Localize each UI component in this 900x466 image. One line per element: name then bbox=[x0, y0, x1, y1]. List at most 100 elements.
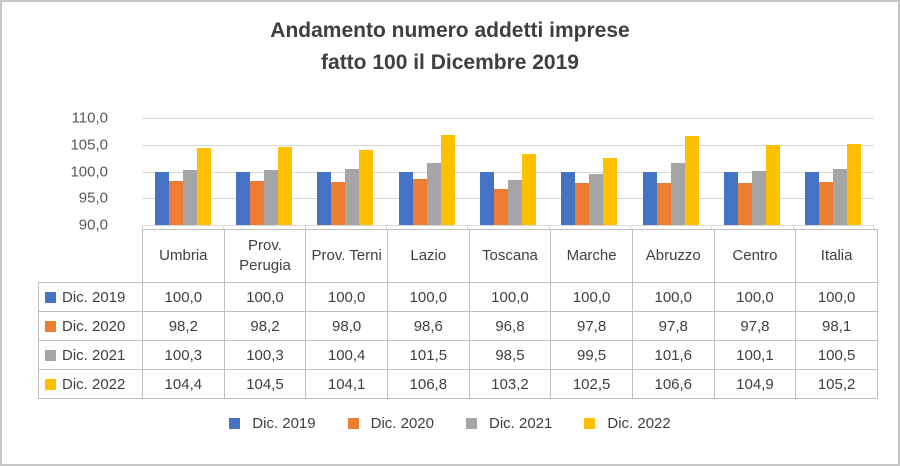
value-cell-dic-2020-lazio: 98,6 bbox=[386, 311, 470, 341]
bar-dic-2019-centro bbox=[723, 171, 738, 225]
row-label-text: Dic. 2021 bbox=[62, 346, 126, 364]
value-cell-dic-2022-italia: 105,2 bbox=[795, 369, 878, 399]
table-corner-cell bbox=[39, 230, 143, 283]
column-header-italia: Italia bbox=[795, 229, 878, 283]
y-tick-label: 95,0 bbox=[78, 189, 108, 207]
bar-group-lazio bbox=[385, 118, 467, 229]
chart-legend: Dic. 2019 Dic. 2020 Dic. 2021 Dic. 2022 bbox=[2, 415, 898, 432]
value-cell-dic-2022-prov-terni: 104,1 bbox=[305, 369, 388, 399]
bar-dic-2020-marche bbox=[575, 183, 590, 225]
y-tick-label: 100,0 bbox=[70, 163, 108, 180]
bar-group-italia bbox=[792, 118, 875, 229]
y-tick-label: 110,0 bbox=[71, 109, 108, 127]
row-label-cell-dic-2019: Dic. 2019 bbox=[38, 282, 143, 312]
column-header-toscana: Toscana bbox=[468, 229, 552, 283]
chart-title-line1: Andamento numero addetti imprese bbox=[270, 19, 630, 42]
value-cell-dic-2021-marche: 99,5 bbox=[550, 340, 633, 370]
bar-group-centro bbox=[711, 118, 792, 229]
row-label-cell-dic-2020: Dic. 2020 bbox=[38, 311, 143, 341]
value-cell-dic-2020-italia: 98,1 bbox=[795, 311, 878, 341]
value-cell-dic-2020-prov-perugia: 98,2 bbox=[223, 311, 307, 341]
bar-dic-2021-centro bbox=[751, 170, 766, 225]
bar-dic-2020-toscana bbox=[493, 188, 508, 225]
bar-dic-2022-prov-terni bbox=[359, 149, 374, 225]
table-row-dic-2022: Dic. 2022 104,4 104,5 104,1 106,8 103,2 102,5 1… bbox=[38, 369, 878, 399]
row-label-cell-dic-2021: Dic. 2021 bbox=[38, 340, 143, 370]
series-swatch-icon bbox=[45, 349, 56, 361]
column-header-lazio: Lazio bbox=[386, 229, 470, 283]
y-axis: 110,0 105,0 100,0 95,0 90,0 bbox=[38, 110, 142, 234]
bar-chart: 110,0 105,0 100,0 95,0 90,0 bbox=[38, 106, 875, 234]
bar-dic-2021-umbria bbox=[182, 169, 197, 225]
value-cell-dic-2019-marche: 100,0 bbox=[550, 282, 633, 312]
value-cell-dic-2022-lazio: 106,8 bbox=[386, 369, 470, 399]
value-cell-dic-2020-marche: 97,8 bbox=[550, 311, 633, 341]
bar-dic-2021-italia bbox=[833, 168, 848, 225]
chart-title-line2: fatto 100 il Dicembre 2019 bbox=[321, 50, 579, 74]
bar-dic-2021-abruzzo bbox=[670, 162, 685, 225]
bar-dic-2020-umbria bbox=[168, 181, 183, 225]
bar-dic-2022-centro bbox=[765, 145, 780, 225]
value-cell-dic-2021-abruzzo: 101,6 bbox=[631, 340, 715, 370]
value-cell-dic-2022-abruzzo: 106,6 bbox=[631, 369, 715, 399]
bar-dic-2019-prov-terni bbox=[317, 171, 332, 225]
legend-label: Dic. 2020 bbox=[370, 415, 434, 432]
table-row-dic-2020: Dic. 2020 98,2 98,2 98,0 98,6 96,8 97,8 97,8 97,… bbox=[38, 311, 878, 341]
value-cell-dic-2021-prov-perugia: 100,3 bbox=[223, 340, 307, 370]
bar-dic-2019-lazio bbox=[398, 171, 413, 225]
value-cell-dic-2022-prov-perugia: 104,5 bbox=[223, 369, 307, 399]
gridline bbox=[142, 144, 874, 146]
value-cell-dic-2019-umbria: 100,0 bbox=[142, 282, 225, 312]
bar-dic-2021-lazio bbox=[426, 163, 441, 225]
value-cell-dic-2019-prov-perugia: 100,0 bbox=[223, 282, 307, 312]
value-cell-dic-2020-prov-terni: 98,0 bbox=[305, 311, 388, 341]
bar-dic-2020-centro bbox=[737, 183, 752, 225]
bar-dic-2020-prov-perugia bbox=[249, 181, 264, 225]
bar-dic-2022-italia bbox=[847, 143, 862, 225]
data-table: Umbria Prov. Perugia Prov. Terni Lazio Tosca… bbox=[38, 229, 878, 399]
value-cell-dic-2021-umbria: 100,3 bbox=[142, 340, 225, 370]
series-swatch-icon bbox=[45, 378, 56, 390]
bar-dic-2022-prov-perugia bbox=[277, 147, 292, 225]
bar-dic-2022-toscana bbox=[521, 154, 536, 225]
plot-area bbox=[142, 118, 875, 229]
legend-swatch-icon bbox=[347, 418, 359, 429]
bar-dic-2021-prov-perugia bbox=[263, 169, 278, 225]
legend-label: Dic. 2022 bbox=[607, 415, 671, 432]
bar-dic-2022-lazio bbox=[440, 135, 455, 225]
bar-group-toscana bbox=[467, 118, 548, 229]
bar-dic-2019-umbria bbox=[154, 171, 169, 225]
value-cell-dic-2020-centro: 97,8 bbox=[713, 311, 797, 341]
bar-group-prov-terni bbox=[304, 118, 386, 229]
column-header-prov-perugia: Prov. Perugia bbox=[223, 229, 307, 283]
series-swatch-icon bbox=[45, 320, 56, 332]
legend-item-dic-2021: Dic. 2021 bbox=[466, 415, 552, 432]
table-row-dic-2021: Dic. 2021 100,3 100,3 100,4 101,5 98,5 99,5 101… bbox=[38, 340, 878, 370]
legend-swatch-icon bbox=[466, 418, 477, 429]
bar-dic-2020-italia bbox=[819, 181, 834, 225]
bar-dic-2020-abruzzo bbox=[656, 183, 671, 225]
value-cell-dic-2021-centro: 100,1 bbox=[713, 340, 797, 370]
value-cell-dic-2019-abruzzo: 100,0 bbox=[631, 282, 715, 312]
bar-dic-2019-abruzzo bbox=[642, 171, 657, 225]
bar-dic-2020-lazio bbox=[412, 179, 427, 225]
table-head: Umbria Prov. Perugia Prov. Terni Lazio Tosca… bbox=[39, 229, 878, 283]
column-header-centro: Centro bbox=[713, 229, 797, 283]
gridline bbox=[142, 118, 874, 119]
bar-dic-2019-toscana bbox=[479, 171, 494, 225]
bar-dic-2021-marche bbox=[589, 174, 604, 225]
legend-item-dic-2020: Dic. 2020 bbox=[347, 415, 434, 432]
value-cell-dic-2022-centro: 104,9 bbox=[713, 369, 797, 399]
y-tick-label: 105,0 bbox=[70, 136, 108, 154]
bar-dic-2019-marche bbox=[561, 171, 576, 225]
value-cell-dic-2020-toscana: 96,8 bbox=[468, 311, 552, 341]
bar-dic-2021-prov-terni bbox=[345, 169, 360, 225]
value-cell-dic-2019-lazio: 100,0 bbox=[386, 282, 470, 312]
value-cell-dic-2021-lazio: 101,5 bbox=[386, 340, 470, 370]
table-header-row: Umbria Prov. Perugia Prov. Terni Lazio Tosca… bbox=[39, 229, 878, 283]
row-label-cell-dic-2022: Dic. 2022 bbox=[38, 369, 143, 399]
bar-dic-2019-prov-perugia bbox=[235, 171, 250, 225]
value-cell-dic-2019-centro: 100,0 bbox=[713, 282, 797, 312]
value-cell-dic-2022-toscana: 103,2 bbox=[468, 369, 552, 399]
